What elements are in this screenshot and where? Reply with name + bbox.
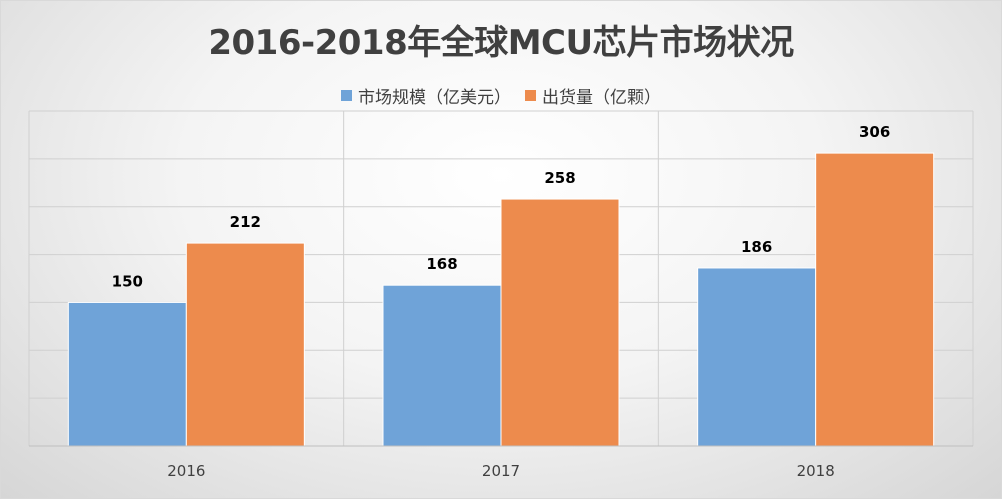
legend-label-market-size: 市场规模（亿美元）	[358, 88, 511, 108]
bar-shipments-2016	[185, 242, 305, 447]
data-label-shipments-2016: 212	[230, 213, 261, 231]
data-label-market-size-2016: 150	[112, 272, 143, 290]
x-tick-label-2018: 2018	[797, 462, 835, 480]
x-tick-label-2017: 2017	[482, 462, 520, 480]
legend-item-shipments[interactable]: 出货量（亿颗）	[525, 83, 661, 108]
x-tick-label-2016: 2016	[167, 462, 205, 480]
legend-item-market-size[interactable]: 市场规模（亿美元）	[341, 83, 511, 108]
legend-swatch-shipments	[525, 90, 536, 101]
data-label-market-size-2018: 186	[741, 238, 772, 256]
chart-title: 2016-2018年全球MCU芯片市场状况	[208, 23, 794, 63]
bar-market-size-2018	[697, 267, 817, 447]
data-label-shipments-2017: 258	[544, 169, 575, 187]
legend: 市场规模（亿美元） 出货量（亿颗）	[1, 83, 1001, 108]
bar-shipments-2018	[815, 152, 935, 447]
legend-swatch-market-size	[341, 90, 352, 101]
bar-market-size-2017	[382, 284, 502, 447]
legend-label-shipments: 出货量（亿颗）	[542, 88, 661, 108]
data-label-shipments-2018: 306	[859, 123, 890, 141]
bar-shipments-2017	[500, 198, 620, 447]
bar-market-size-2016	[67, 301, 187, 447]
data-label-market-size-2017: 168	[426, 255, 457, 273]
